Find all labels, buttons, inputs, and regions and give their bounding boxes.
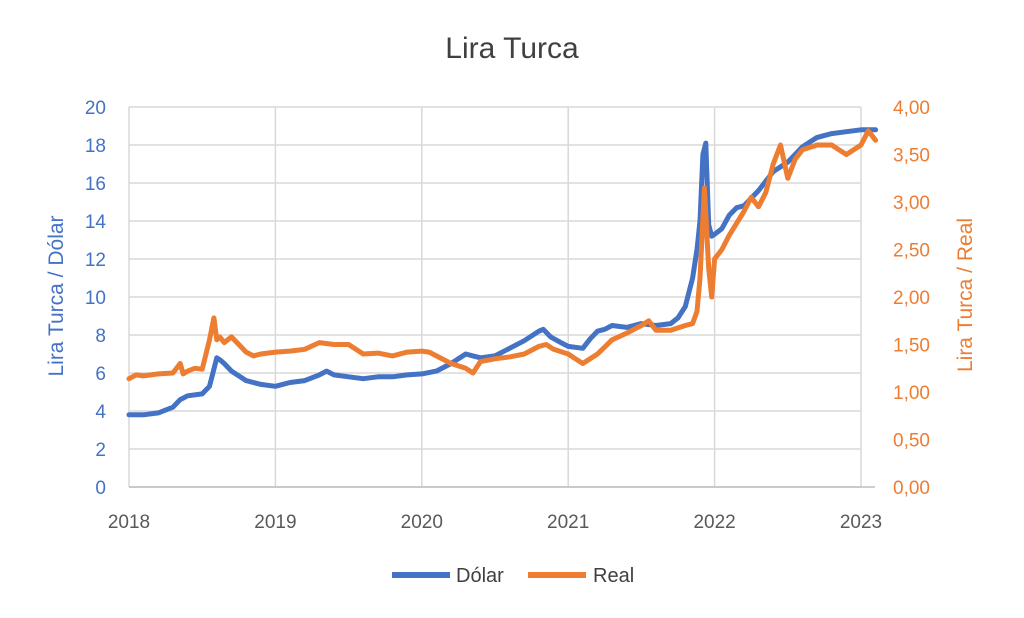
y-left-axis-ticks: 0 2 4 6 8 10 12 14 16 18 20 [85,98,107,499]
x-tick-label: 2023 [840,512,882,533]
chart-title: Lira Turca [445,32,579,65]
x-axis-ticks: 2018 2019 2020 2021 2022 2023 [108,512,882,533]
y-left-tick-label: 8 [95,326,106,347]
y-left-tick-label: 0 [95,478,106,499]
y-right-tick-label: 0,50 [893,431,930,452]
y-left-tick-label: 10 [85,288,106,309]
x-tick-label: 2019 [254,512,296,533]
series-lines [126,127,879,418]
y-left-tick-label: 16 [85,174,106,195]
x-tick-label: 2021 [547,512,589,533]
grid [128,106,875,488]
x-tick-label: 2020 [401,512,443,533]
y-right-axis-ticks: 0,00 0,50 1,00 1,50 2,00 2,50 3,00 3,50 4,00 [893,98,930,499]
y-axis-left-label: Lira Turca / Dólar [45,215,68,376]
y-left-tick-label: 12 [85,250,106,271]
legend: Dólar Real [392,565,634,587]
y-right-tick-label: 4,00 [893,98,930,119]
y-left-tick-label: 18 [85,136,106,157]
series-line-real [126,128,879,382]
y-left-tick-label: 6 [95,364,106,385]
x-tick-label: 2022 [693,512,735,533]
y-right-tick-label: 2,00 [893,288,930,309]
series-line-dolar [126,127,879,418]
y-right-tick-label: 2,50 [893,241,930,262]
x-tick-label: 2018 [108,512,150,533]
y-right-tick-label: 3,00 [893,193,930,214]
y-right-tick-label: 3,50 [893,146,930,167]
y-axis-right-label: Lira Turca / Real [954,218,977,372]
y-left-tick-label: 20 [85,98,106,119]
y-right-tick-label: 1,00 [893,383,930,404]
y-left-tick-label: 4 [95,402,106,423]
legend-label: Real [593,565,634,587]
y-left-tick-label: 2 [95,440,106,461]
y-left-tick-label: 14 [85,212,107,233]
legend-label: Dólar [456,565,504,587]
y-right-tick-label: 0,00 [893,478,930,499]
y-right-tick-label: 1,50 [893,336,930,357]
